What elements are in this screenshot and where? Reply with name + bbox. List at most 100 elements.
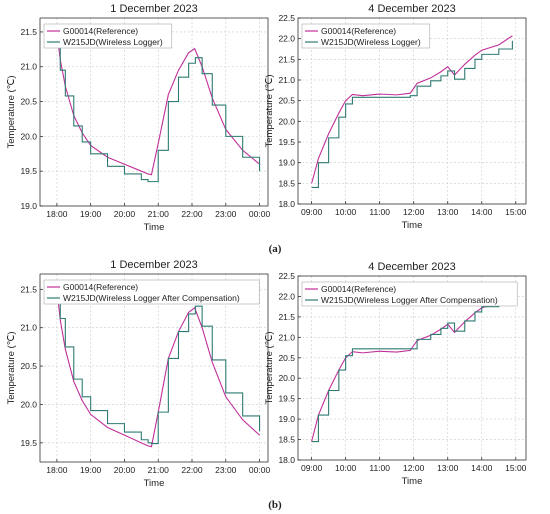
- legend-entry: W215JD(Wireless Logger After Compensatio…: [321, 295, 498, 305]
- plot-frame: [297, 275, 527, 461]
- x-tick-label: 10:00: [335, 207, 357, 217]
- y-tick-label: 19.5: [20, 438, 37, 448]
- series-line-reference: [311, 293, 513, 442]
- y-tick-label: 20.0: [278, 116, 295, 126]
- x-tick-label: 20:00: [114, 209, 136, 219]
- chart-title: 4 December 2023: [368, 3, 455, 15]
- x-tick-label: 20:00: [114, 465, 136, 475]
- y-tick-label: 22.0: [278, 34, 295, 44]
- y-tick-label: 20.0: [20, 399, 37, 409]
- x-axis-label: Time: [402, 220, 423, 231]
- x-tick-label: 09:00: [301, 207, 323, 217]
- y-tick-label: 21.5: [278, 312, 295, 322]
- y-tick-label: 18.5: [278, 178, 295, 188]
- x-tick-label: 14:00: [471, 463, 493, 473]
- y-tick-label: 21.0: [20, 62, 37, 72]
- y-tick-label: 20.0: [278, 373, 295, 383]
- legend-box: [43, 23, 173, 49]
- series-line-logger: [311, 293, 513, 443]
- x-tick-label: 11:00: [369, 463, 390, 473]
- x-tick-label: 22:00: [181, 465, 203, 475]
- chart-3: 19.5 20.0 20.5 21.0 21.5 18:00 19:00 20:00 21:00…: [6, 259, 270, 489]
- x-tick-label: 12:00: [403, 207, 425, 217]
- chart-title: 1 December 2023: [110, 259, 197, 271]
- x-tick-label: 13:00: [437, 207, 459, 217]
- y-tick-label: 21.0: [278, 332, 295, 342]
- y-tick-label: 21.5: [20, 27, 37, 37]
- x-tick-label: 21:00: [148, 465, 170, 475]
- series-line-reference: [311, 35, 513, 184]
- chart-4: 18.0 18.5 19.0 19.5 20.0 20.5 21.0 21.5 22.0 22.5…: [264, 261, 527, 487]
- chart-1: 19.0 19.5 20.0 20.5 21.0 21.5 18:00 19:00 20:00 2…: [6, 3, 270, 233]
- legend-box: [301, 281, 518, 307]
- legend-entry: W215JD(Wireless Logger): [63, 37, 163, 47]
- y-tick-label: 20.5: [278, 353, 295, 363]
- y-tick-label: 19.0: [20, 201, 37, 211]
- x-tick-label: 00:00: [249, 209, 271, 219]
- x-tick-label: 15:00: [505, 463, 527, 473]
- legend-entry: W215JD(Wireless Logger After Compensatio…: [63, 293, 240, 303]
- y-tick-label: 19.5: [278, 137, 295, 147]
- plot-frame: [39, 273, 269, 463]
- x-tick-label: 12:00: [403, 463, 425, 473]
- x-tick-label: 18:00: [46, 465, 68, 475]
- y-tick-label: 18.5: [278, 435, 295, 445]
- y-tick-label: 21.0: [278, 75, 295, 85]
- y-axis-label: Temperature (℃): [6, 76, 17, 149]
- x-tick-label: 09:00: [301, 463, 323, 473]
- x-tick-label: 00:00: [249, 465, 271, 475]
- series-line-reference: [56, 31, 260, 176]
- x-axis-label: Time: [144, 478, 165, 489]
- y-axis-label: Temperature (℃): [6, 332, 17, 405]
- y-tick-label: 19.0: [278, 414, 295, 424]
- x-tick-label: 19:00: [80, 209, 102, 219]
- y-tick-label: 19.0: [278, 158, 295, 168]
- legend-entry: G00014(Reference): [321, 26, 396, 36]
- chart-title: 4 December 2023: [368, 261, 455, 273]
- x-tick-label: 19:00: [80, 465, 102, 475]
- x-tick-label: 10:00: [335, 463, 357, 473]
- y-tick-label: 20.5: [20, 97, 37, 107]
- y-tick-label: 21.0: [20, 323, 37, 333]
- legend-entry: G00014(Reference): [63, 282, 138, 292]
- chart-2: 18.0 18.5 19.0 19.5 20.0 20.5 21.0 21.5 22.0 22.5…: [264, 3, 527, 231]
- y-tick-label: 18.0: [278, 199, 295, 209]
- panel-label-a: (a): [269, 243, 282, 255]
- legend-box: [301, 23, 431, 49]
- x-tick-label: 21:00: [148, 209, 170, 219]
- y-tick-label: 21.5: [278, 54, 295, 64]
- x-axis-label: Time: [402, 476, 423, 487]
- x-tick-label: 23:00: [215, 209, 237, 219]
- x-tick-label: 22:00: [181, 209, 203, 219]
- y-tick-label: 21.5: [20, 284, 37, 294]
- y-tick-label: 18.0: [278, 455, 295, 465]
- x-tick-label: 23:00: [215, 465, 237, 475]
- y-tick-label: 19.5: [20, 166, 37, 176]
- y-axis-label: Temperature (℃): [264, 75, 275, 148]
- x-tick-label: 13:00: [437, 463, 459, 473]
- panel-label-b: (b): [268, 499, 282, 511]
- y-axis-label: Temperature (℃): [264, 332, 275, 405]
- series-line-logger: [56, 288, 261, 445]
- y-tick-label: 20.0: [20, 131, 37, 141]
- legend-box: [43, 279, 260, 305]
- chart-title: 1 December 2023: [110, 3, 197, 15]
- y-tick-label: 20.5: [278, 96, 295, 106]
- plot-frame: [39, 17, 269, 207]
- x-tick-label: 11:00: [369, 207, 390, 217]
- y-tick-label: 22.5: [278, 13, 295, 23]
- x-axis-label: Time: [144, 222, 165, 233]
- y-tick-label: 22.0: [278, 291, 295, 301]
- y-tick-label: 19.5: [278, 394, 295, 404]
- series-line-logger: [311, 40, 513, 189]
- legend-entry: G00014(Reference): [63, 26, 138, 36]
- x-tick-label: 18:00: [46, 209, 68, 219]
- series-line-reference: [56, 289, 260, 448]
- x-tick-label: 14:00: [471, 207, 493, 217]
- x-tick-label: 15:00: [505, 207, 527, 217]
- legend-entry: W215JD(Wireless Logger): [321, 37, 421, 47]
- series-line-logger: [56, 39, 261, 183]
- y-tick-label: 22.5: [278, 271, 295, 281]
- y-tick-label: 20.5: [20, 361, 37, 371]
